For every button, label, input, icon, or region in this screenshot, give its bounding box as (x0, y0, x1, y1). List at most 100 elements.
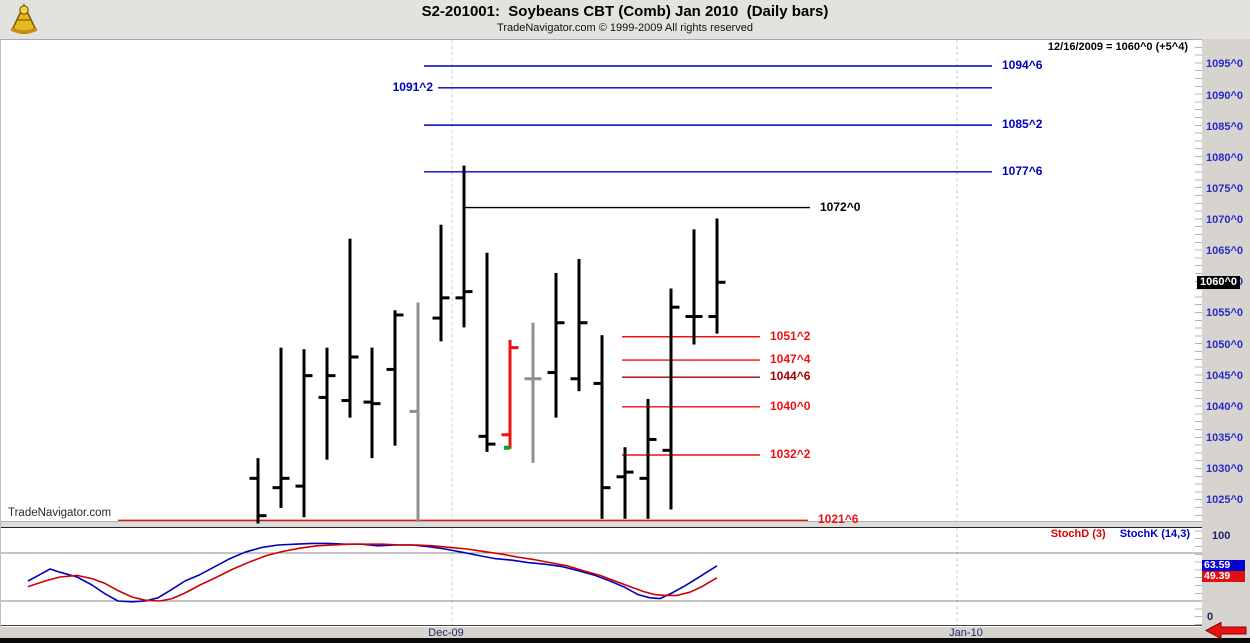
x-axis-label-dec09: Dec-09 (428, 627, 464, 639)
price-axis-label: 1040^0 (1206, 400, 1244, 413)
ohlc-bar (554, 272, 558, 418)
ohlc-bar (508, 339, 512, 449)
price-axis-label: 1030^0 (1206, 463, 1244, 475)
ohlc-bar (715, 218, 719, 334)
close-tick (304, 374, 313, 378)
ohlc-bar (600, 335, 604, 519)
ohlc-bar (370, 347, 374, 459)
price-axis-label: 1035^0 (1206, 431, 1244, 444)
open-tick (547, 371, 556, 375)
open-tick (685, 315, 694, 319)
ohlc-bar (416, 302, 420, 522)
open-tick (524, 377, 533, 381)
axis-minor-ticks (1195, 39, 1202, 627)
price-axis-label: 1090^0 (1206, 89, 1244, 102)
stochastic-axis-0: 0 (1207, 611, 1214, 623)
close-tick (648, 437, 657, 441)
ohlc-bar (325, 347, 329, 460)
open-tick (318, 395, 327, 399)
stochd-curve (27, 543, 718, 602)
chart-header: S2-201001: Soybeans CBT (Comb) Jan 2010 … (0, 0, 1250, 40)
open-tick (570, 377, 579, 381)
price-level-label: 1032^2 (770, 447, 811, 461)
open-tick (501, 433, 510, 437)
close-tick (510, 346, 519, 350)
panel-separator[interactable] (0, 521, 1202, 528)
open-tick (341, 399, 350, 403)
x-axis-label-jan10: Jan-10 (949, 627, 983, 639)
ohlc-bar (302, 349, 306, 518)
price-level-label: 1091^2 (392, 79, 433, 94)
price-axis-label: 1055^0 (1206, 307, 1244, 320)
ohlc-bar (348, 238, 352, 418)
price-level-label: 1044^6 (770, 369, 811, 384)
close-tick (372, 402, 381, 406)
ohlc-bar (623, 447, 627, 519)
close-tick (671, 305, 680, 309)
price-axis-label: 1095^0 (1206, 58, 1244, 71)
close-tick (395, 313, 404, 317)
open-tick (478, 434, 487, 438)
stochk-value-badge: 63.59 (1202, 560, 1245, 571)
open-tick (386, 367, 395, 371)
ohlc-bar (531, 322, 535, 463)
price-axis-strip[interactable] (1202, 39, 1250, 643)
stochastic-legend: StochD (3) StochK (14,3) (1051, 528, 1190, 540)
open-tick (708, 315, 717, 319)
price-axis-label: 1075^0 (1206, 182, 1244, 195)
chart-title: S2-201001: Soybeans CBT (Comb) Jan 2010 … (421, 3, 829, 20)
stochd-legend-label[interactable]: StochD (3) (1050, 528, 1106, 540)
close-tick (487, 442, 496, 446)
ohlc-bar (485, 252, 489, 452)
price-axis-label: 1045^0 (1206, 369, 1244, 382)
price-level-label: 1094^6 (1002, 58, 1043, 72)
open-tick (662, 448, 671, 452)
close-tick (327, 374, 336, 378)
price-level-label: 1040^0 (770, 398, 811, 413)
ohlc-bar (462, 165, 466, 328)
open-tick (409, 409, 418, 413)
price-axis-label: 1065^0 (1206, 245, 1244, 258)
ohlc-bar (669, 288, 673, 510)
ohlc-bar (646, 398, 650, 519)
stochastic-axis-100: 100 (1212, 530, 1231, 542)
price-axis-label: 1025^0 (1206, 494, 1244, 507)
open-tick (249, 476, 258, 480)
ohlc-bar (439, 224, 443, 342)
close-tick (464, 290, 473, 294)
last-quote-info: 12/16/2009 = 1060^0 (+5^4) (1047, 41, 1188, 53)
close-tick (602, 486, 611, 490)
close-tick (625, 470, 634, 474)
ohlc-bar (256, 458, 260, 524)
open-tick (295, 484, 304, 488)
close-tick (350, 355, 359, 359)
stochd-value-badge: 49.39 (1202, 571, 1245, 582)
price-axis-label: 1080^0 (1206, 151, 1244, 164)
current-price-marker: 1060^0 (1197, 276, 1240, 289)
close-tick (717, 280, 726, 284)
open-tick (432, 316, 441, 320)
open-tick (455, 296, 464, 300)
ohlc-bar (393, 310, 397, 446)
price-axis-label: 1070^0 (1206, 214, 1244, 227)
green-marker (504, 445, 510, 450)
price-axis-label: 1085^0 (1206, 120, 1244, 133)
price-level-label: 1072^0 (820, 199, 861, 214)
stochastic-panel-border (0, 625, 1202, 626)
ohlc-bar (577, 258, 581, 392)
close-tick (258, 514, 267, 518)
chart-left-border (0, 39, 1, 627)
stochk-legend-label[interactable]: StochK (14,3) (1119, 528, 1190, 540)
ohlc-bar (692, 229, 696, 345)
open-tick (272, 486, 281, 490)
price-level-label: 1051^2 (770, 328, 811, 343)
price-level-label: 1085^2 (1002, 117, 1043, 132)
price-level-label: 1021^6 (818, 512, 859, 527)
close-tick (281, 476, 290, 480)
date-axis-band[interactable] (0, 627, 1250, 638)
close-tick (556, 321, 565, 325)
close-tick (579, 321, 588, 325)
stochk-curve (27, 542, 718, 603)
